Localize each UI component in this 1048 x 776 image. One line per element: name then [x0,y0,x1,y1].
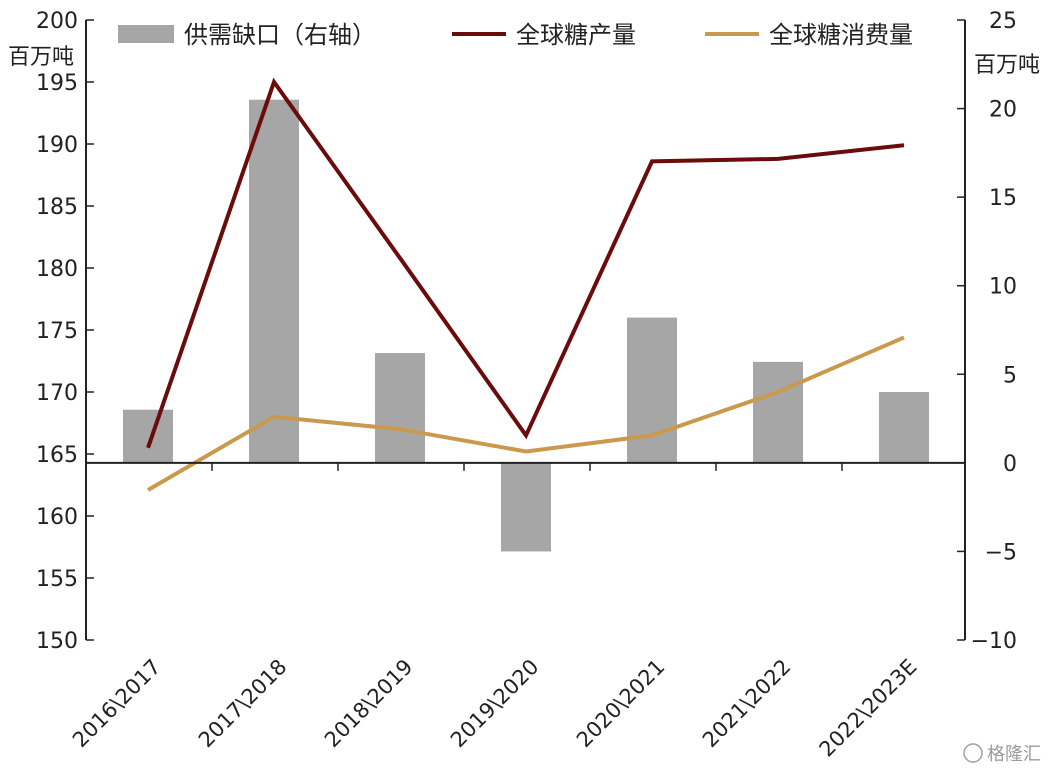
right-tick-label: 5 [1003,363,1017,388]
left-tick-label: 170 [36,381,78,406]
right-tick-label: −5 [985,540,1017,565]
left-tick-label: 180 [36,257,78,282]
right-tick-label: 0 [1003,452,1017,477]
right-tick-label: 20 [989,98,1017,123]
right-tick-label: −10 [971,629,1017,654]
left-tick-label: 175 [36,319,78,344]
right-axis-unit: 百万吨 [974,53,1040,78]
lines-group [146,77,905,492]
watermark-logo-icon [963,743,983,763]
x-tick-label: 2021\2022 [698,655,796,753]
legend-label-consumption: 全球糖消费量 [769,21,913,49]
bar-gap [753,361,803,463]
legend-label-production: 全球糖产量 [516,21,636,49]
bar-gap [123,409,173,463]
left-axis-ticks: 150 155 160 165 170 175 180 185 190 195 200 [36,9,78,654]
left-tick-label: 190 [36,133,78,158]
x-tick-label: 2022\2023E [815,655,922,762]
x-tick-label: 2019\2020 [446,655,544,753]
axes-group [85,19,966,641]
right-tick-label: 15 [989,186,1017,211]
watermark-text: 格隆汇 [987,744,1041,765]
x-tick-label: 2017\2018 [194,655,292,753]
x-tick-label: 2018\2019 [320,655,418,753]
legend-swatch-gap [118,25,174,43]
right-tick-label: 25 [989,9,1017,34]
left-axis-unit: 百万吨 [8,45,74,70]
left-tick-label: 150 [36,629,78,654]
left-tick-label: 200 [36,9,78,34]
line-production [146,77,905,449]
bars-group [123,99,929,552]
watermark: 格隆汇 [963,743,1041,765]
x-tick-label: 2020\2021 [572,655,670,753]
bar-gap [249,99,299,463]
right-tick-label: 10 [989,275,1017,300]
bar-gap [501,462,551,552]
left-tick-label: 160 [36,505,78,530]
right-axis-ticks: −10 −5 0 5 10 15 20 25 [971,9,1017,654]
bar-gap [375,353,425,463]
legend: 供需缺口（右轴） 全球糖产量 全球糖消费量 [118,21,913,49]
bar-gap [627,317,677,463]
left-tick-label: 195 [36,71,78,96]
left-tick-label: 155 [36,567,78,592]
bar-gap [879,392,929,463]
x-axis-labels: 2016\2017 2017\2018 2018\2019 2019\2020 2020… [68,655,922,762]
legend-label-gap: 供需缺口（右轴） [184,21,376,49]
line-consumption [146,335,905,492]
left-tick-label: 185 [36,195,78,220]
x-tick-label: 2016\2017 [68,655,166,753]
left-tick-label: 165 [36,443,78,468]
